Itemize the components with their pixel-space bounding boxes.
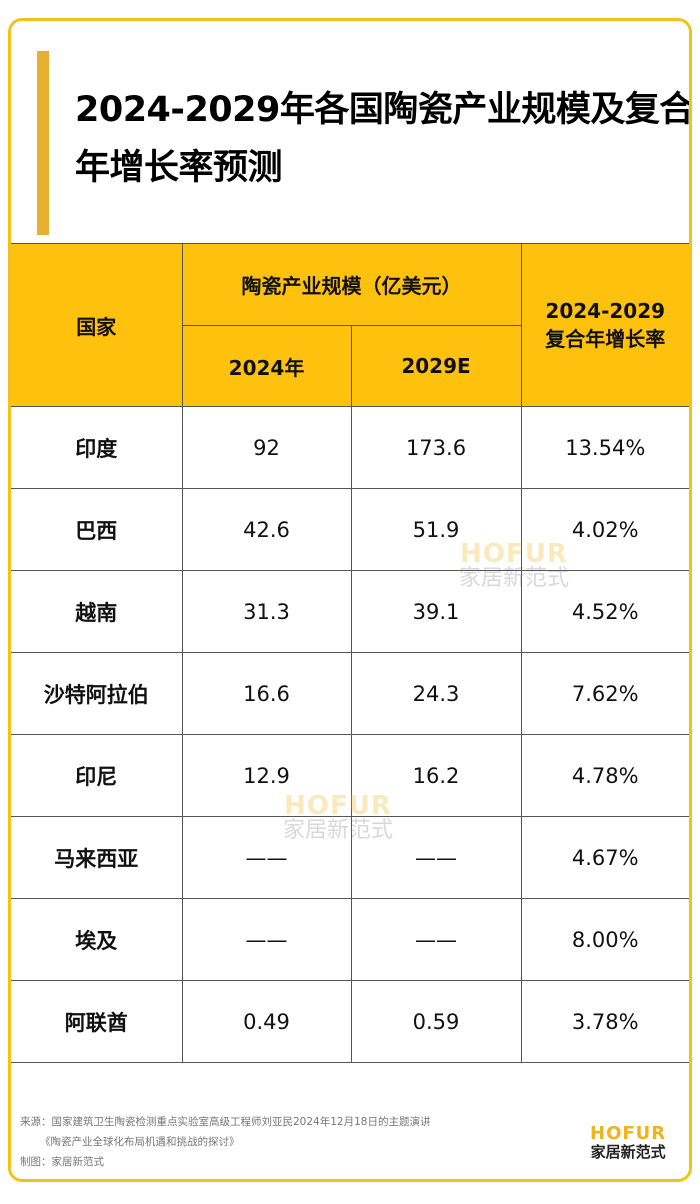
table-row: 沙特阿拉伯 16.6 24.3 7.62%: [11, 652, 689, 735]
table-row: 阿联酋 0.49 0.59 3.78%: [11, 980, 689, 1063]
cell-cagr: 3.78%: [520, 980, 689, 1063]
cell-2029: 24.3: [350, 652, 522, 735]
page-title: 2024-2029年各国陶瓷产业规模及复合年增长率预测: [75, 90, 692, 188]
cell-2024: 92: [181, 406, 352, 489]
table-row: 马来西亚 —— —— 4.67%: [11, 816, 689, 899]
source-line-2: 《陶瓷产业全球化布局机遇和挑战的探讨》: [40, 1136, 240, 1148]
header-scale-group: 陶瓷产业规模（亿美元）: [181, 243, 522, 326]
header-cagr: 2024-2029 复合年增长率: [520, 243, 689, 407]
cell-country: 印尼: [11, 734, 183, 817]
cell-country: 巴西: [11, 488, 183, 571]
cell-cagr: 13.54%: [520, 406, 689, 489]
cell-2029: 173.6: [350, 406, 522, 489]
cell-cagr: 4.52%: [520, 570, 689, 653]
brand-logo: HOFUR 家居新范式: [590, 1123, 667, 1162]
logo-cn: 家居新范式: [590, 1143, 666, 1161]
cell-2024: 42.6: [181, 488, 352, 571]
cell-country: 阿联酋: [11, 980, 183, 1063]
credit-line: 制图：家居新范式: [20, 1156, 104, 1168]
cell-country: 沙特阿拉伯: [11, 652, 183, 735]
header-cagr-line2: 复合年增长率: [545, 326, 666, 351]
cell-2029: 0.59: [350, 980, 522, 1063]
header-country: 国家: [11, 243, 183, 407]
cell-2024: 31.3: [181, 570, 352, 653]
table-row: 埃及 —— —— 8.00%: [11, 898, 689, 981]
table-row: 印尼 12.9 16.2 4.78%: [11, 734, 689, 817]
cell-cagr: 7.62%: [520, 652, 689, 735]
logo-en: HOFUR: [590, 1123, 667, 1144]
table-row: 巴西 42.6 51.9 4.02%: [11, 488, 689, 571]
data-table: 国家 陶瓷产业规模（亿美元） 2024-2029 复合年增长率 2024年 20…: [11, 243, 689, 1063]
header-2029: 2029E: [350, 325, 521, 407]
cell-cagr: 4.67%: [520, 816, 689, 899]
infographic-card: 2024-2029年各国陶瓷产业规模及复合年增长率预测 国家 陶瓷产业规模（亿美…: [8, 18, 692, 1182]
cell-cagr: 4.02%: [520, 488, 689, 571]
cell-country: 马来西亚: [11, 816, 183, 899]
table-row: 印度 92 173.6 13.54%: [11, 406, 689, 489]
cell-2024: 16.6: [181, 652, 352, 735]
cell-cagr: 8.00%: [520, 898, 689, 981]
cell-2024: 0.49: [181, 980, 352, 1063]
source-line-1: 来源：国家建筑卫生陶瓷检测重点实验室高级工程师刘亚民2024年12月18日的主题…: [20, 1116, 431, 1128]
title-accent-bar: [37, 51, 49, 235]
cell-2029: 16.2: [350, 734, 522, 817]
cell-2024: ——: [181, 816, 352, 899]
cell-2029: ——: [350, 816, 522, 899]
header-cagr-line1: 2024-2029: [545, 298, 666, 323]
cell-2029: 51.9: [350, 488, 522, 571]
cell-2024: ——: [181, 898, 352, 981]
cell-country: 越南: [11, 570, 183, 653]
cell-cagr: 4.78%: [520, 734, 689, 817]
cell-2029: 39.1: [350, 570, 522, 653]
cell-2029: ——: [350, 898, 522, 981]
table-row: 越南 31.3 39.1 4.52%: [11, 570, 689, 653]
header-2024: 2024年: [182, 325, 352, 407]
footer-source: 来源：国家建筑卫生陶瓷检测重点实验室高级工程师刘亚民2024年12月18日的主题…: [20, 1112, 430, 1172]
cell-country: 印度: [11, 406, 183, 489]
cell-2024: 12.9: [181, 734, 352, 817]
cell-country: 埃及: [11, 898, 183, 981]
